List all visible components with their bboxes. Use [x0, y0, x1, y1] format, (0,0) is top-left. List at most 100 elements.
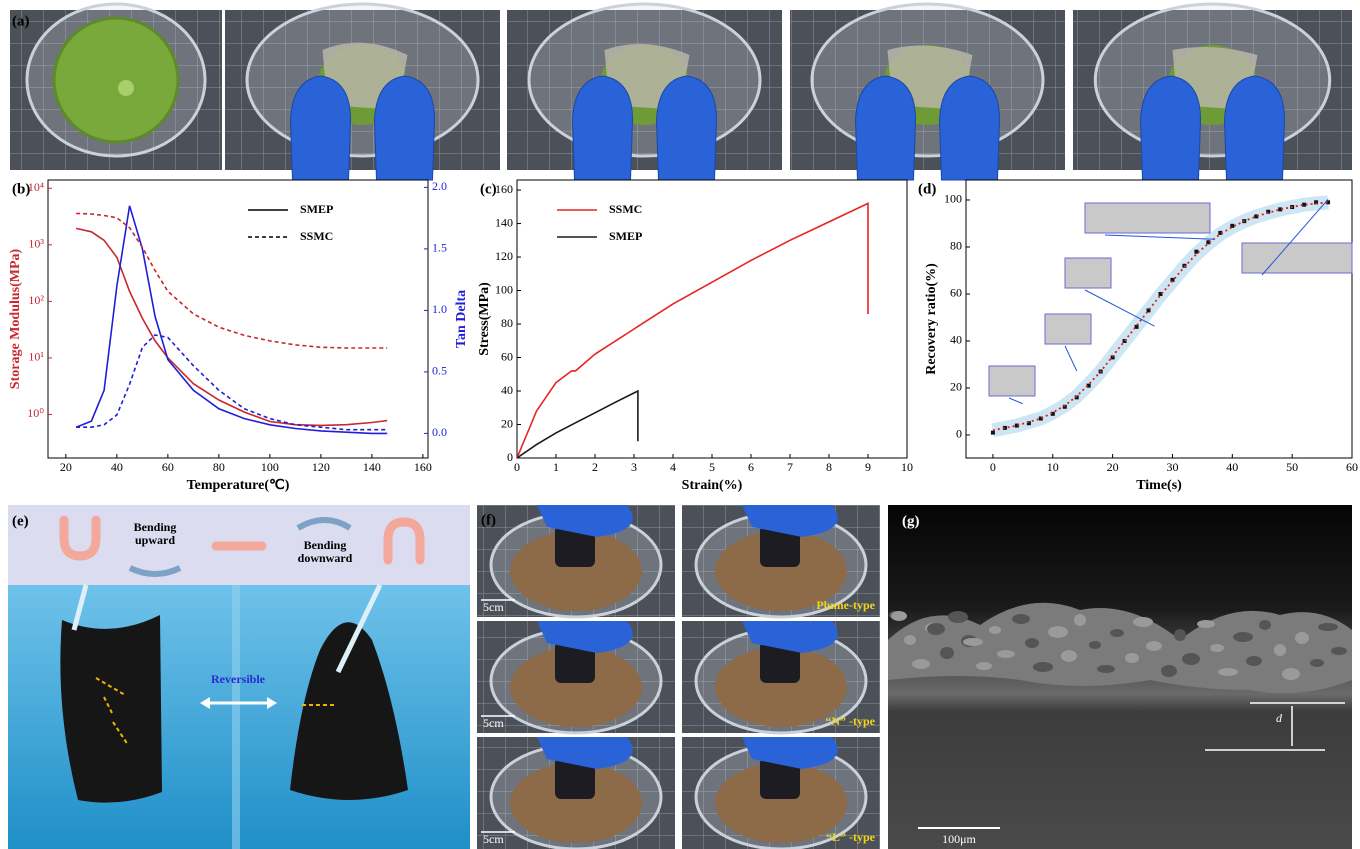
annotation: Bending	[304, 538, 347, 552]
sem-grain	[891, 611, 907, 621]
sem-grain	[1061, 650, 1077, 662]
sem-grain	[912, 659, 930, 669]
legend-label: SMEP	[300, 202, 333, 216]
glove	[375, 76, 435, 180]
sem-grain	[1282, 668, 1300, 680]
inset-arrow	[1009, 398, 1023, 404]
sem-grain	[1012, 614, 1030, 624]
x-tick-label: 8	[826, 460, 832, 474]
sem-grain	[1310, 659, 1324, 667]
x-axis-label: Temperature(℃)	[187, 478, 290, 493]
glove	[856, 76, 916, 180]
x-tick-label: 2	[592, 460, 598, 474]
annotation: Bending	[134, 520, 177, 534]
glove	[940, 76, 1000, 180]
fit-line	[993, 202, 1328, 430]
type-label: “N” -type	[825, 714, 875, 728]
y-tick-label: 20	[501, 416, 513, 430]
x-axis-label: Time(s)	[1136, 478, 1182, 493]
sem-grain	[1233, 632, 1253, 642]
y2-tick-label: 0.0	[432, 425, 447, 439]
sem-grain	[1218, 668, 1238, 676]
sem-grain	[1318, 623, 1338, 631]
x-tick-label: 20	[1107, 460, 1119, 474]
y-tick-label: 20	[950, 380, 962, 394]
y2-tick-label: 1.5	[432, 241, 447, 255]
sem-grain	[948, 611, 968, 623]
glove	[291, 76, 351, 180]
sem-grain	[1161, 665, 1177, 677]
inset-photo	[989, 366, 1035, 396]
y-tick-label: 120	[495, 249, 513, 263]
sem-grain	[1246, 656, 1262, 666]
sem-grain	[1274, 644, 1286, 656]
data-point	[991, 431, 995, 435]
x-tick-label: 160	[414, 460, 432, 474]
panel-label: (c)	[480, 181, 497, 197]
sem-grain	[1048, 626, 1068, 638]
sem-grain	[1331, 647, 1347, 655]
x-tick-label: 40	[1226, 460, 1238, 474]
sem-grain	[1133, 617, 1153, 627]
x-tick-label: 120	[312, 460, 330, 474]
inset-photo	[1045, 314, 1091, 344]
panel-label: (d)	[918, 181, 936, 197]
sem-grain	[1074, 614, 1086, 626]
x-tick-label: 80	[213, 460, 225, 474]
glove	[1141, 76, 1201, 180]
x-tick-label: 6	[748, 460, 754, 474]
inset-photo	[1085, 203, 1210, 233]
sem-grain	[1210, 644, 1224, 652]
data-point	[1302, 203, 1306, 207]
annotation: downward	[298, 551, 353, 565]
x-tick-label: 100	[261, 460, 279, 474]
panel-label: (a)	[12, 13, 30, 29]
y-tick-label: 100	[944, 192, 962, 206]
annotation: upward	[135, 533, 175, 547]
scale-label: 5cm	[483, 832, 504, 846]
x-tick-label: 30	[1166, 460, 1178, 474]
tan-delta-line	[76, 206, 387, 434]
glove	[657, 76, 717, 180]
x-tick-label: 0	[990, 460, 996, 474]
y-axis-label: Recovery ratio(%)	[924, 263, 939, 375]
sem-grain	[976, 662, 992, 670]
inset-arrow	[1065, 346, 1077, 371]
glove	[1225, 76, 1285, 180]
y-tick-label: 160	[495, 182, 513, 196]
y-tick-label: 10²	[28, 293, 44, 307]
y-tick-label: 80	[950, 239, 962, 253]
fit-band	[993, 202, 1328, 430]
y2-tick-label: 2.0	[432, 179, 447, 193]
y-tick-label: 60	[501, 349, 513, 363]
figure: 2040608010012014016010⁰10¹10²10³10⁴0.00.…	[0, 0, 1360, 849]
y-tick-label: 10⁰	[27, 406, 44, 420]
type-label: Plume-type	[816, 598, 875, 612]
x-tick-label: 7	[787, 460, 793, 474]
inset-photo	[1242, 243, 1352, 273]
sem-grain	[940, 647, 954, 659]
y-tick-label: 140	[495, 215, 513, 229]
y2-tick-label: 1.0	[432, 302, 447, 316]
sem-grain	[927, 623, 945, 635]
x-tick-label: 40	[111, 460, 123, 474]
photos	[8, 4, 1352, 849]
tan-delta-line	[76, 335, 387, 430]
y2-tick-label: 0.5	[432, 364, 447, 378]
sem-grain	[1125, 653, 1139, 663]
sem-grain	[1097, 665, 1115, 673]
thickness-label: d	[1276, 711, 1283, 725]
scale-label: 100μm	[942, 832, 976, 846]
storage-line	[76, 228, 387, 425]
stress-line	[517, 391, 638, 458]
y-tick-label: 0	[507, 450, 513, 464]
x-tick-label: 140	[363, 460, 381, 474]
x-tick-label: 60	[1346, 460, 1358, 474]
sem-grain	[1033, 662, 1053, 672]
sem-grain	[904, 635, 916, 645]
sem-grain	[1259, 620, 1271, 630]
charts: 2040608010012014016010⁰10¹10²10³10⁴0.00.…	[8, 179, 1358, 493]
x-tick-label: 9	[865, 460, 871, 474]
sem-grain	[989, 626, 1001, 634]
annotation: Reversible	[211, 672, 266, 686]
